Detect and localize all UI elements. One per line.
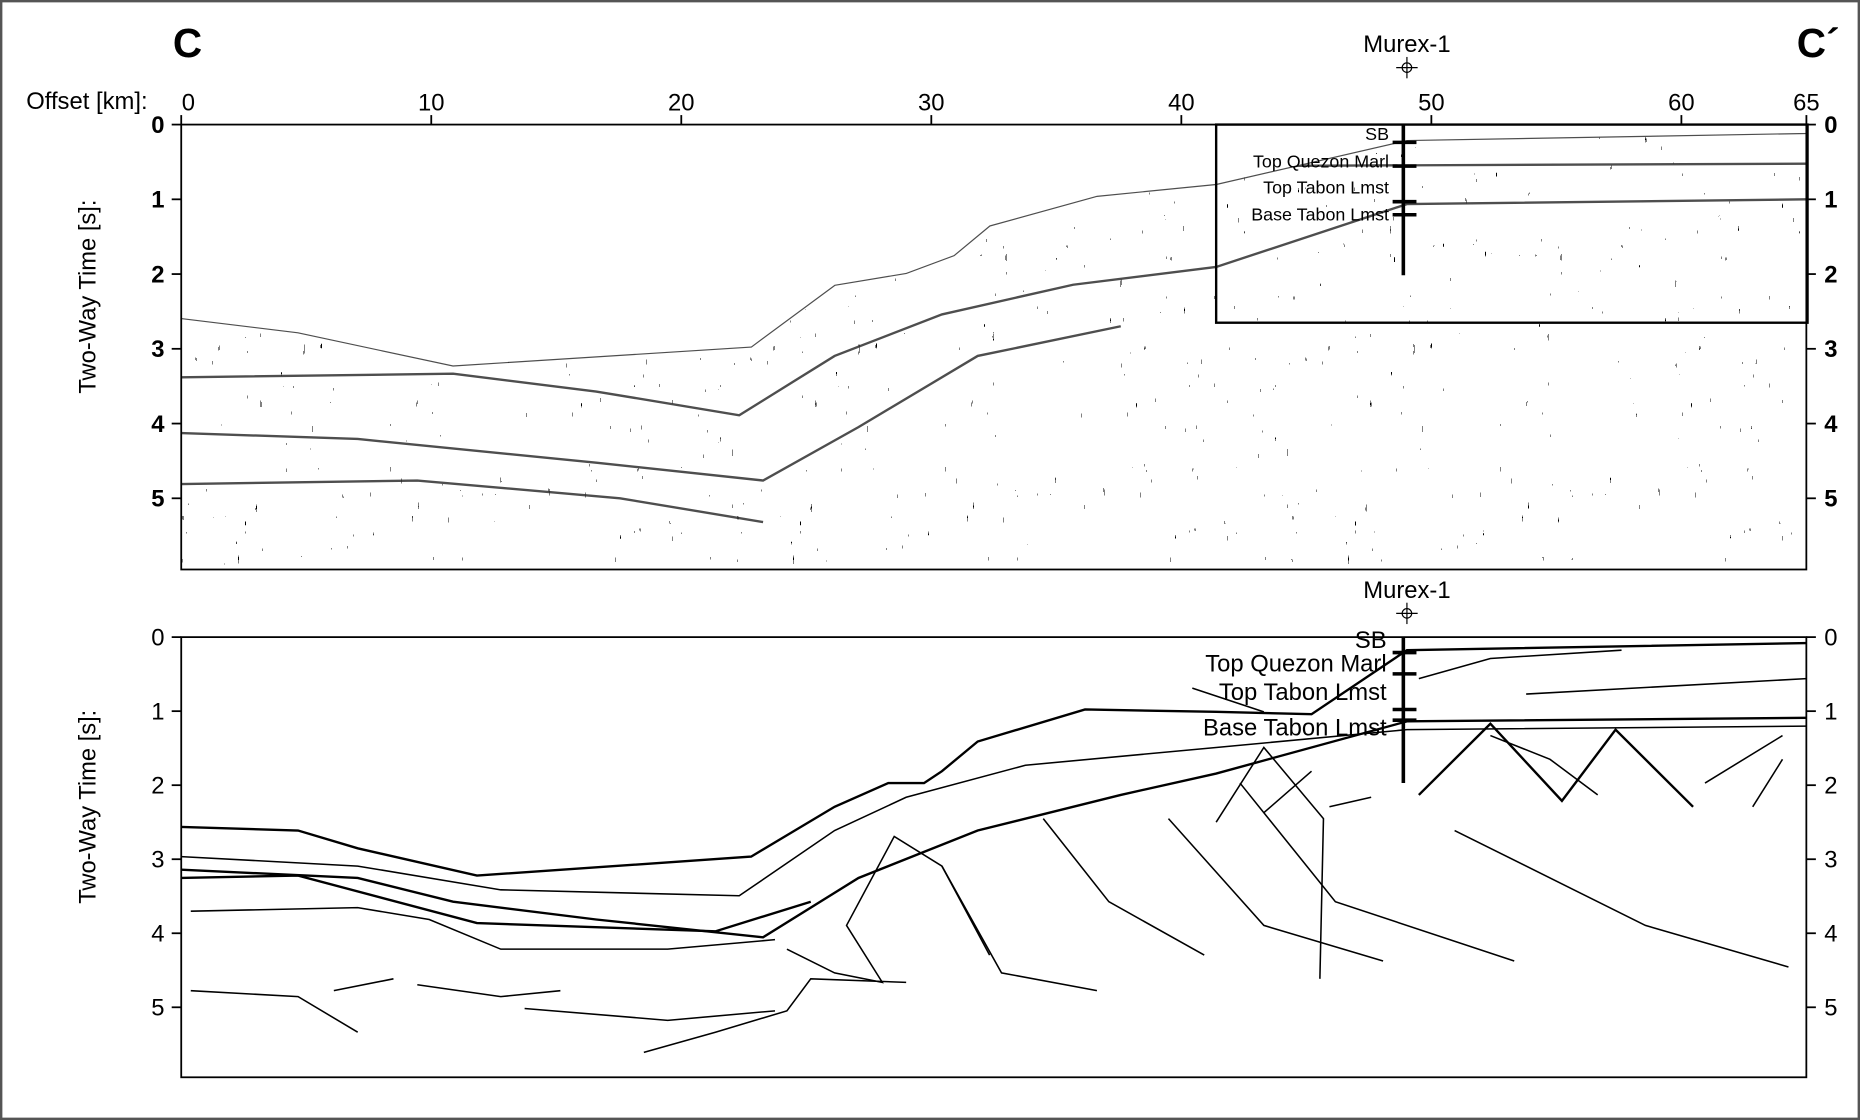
y-tick-label: 5 [1824, 486, 1837, 513]
y-tick-label: 3 [1824, 847, 1837, 874]
y-axis-label: Two-Way Time [s]: [74, 710, 101, 904]
y-tick-label: 2 [1824, 773, 1837, 800]
x-tick-label: 65 [1793, 89, 1820, 116]
y-tick-label: 5 [151, 486, 164, 513]
y-axis-label: Two-Way Time [s]: [74, 200, 101, 394]
y-tick-label: 1 [1824, 699, 1837, 726]
y-tick-label: 4 [1824, 411, 1838, 438]
x-tick-label: 30 [918, 89, 945, 116]
x-tick-label: 60 [1668, 89, 1695, 116]
horizon-label: Top Quezon Marl [1253, 151, 1389, 171]
y-tick-label: 0 [1824, 624, 1837, 651]
horizon-label: Top Quezon Marl [1205, 651, 1386, 678]
y-tick-label: 0 [151, 624, 164, 651]
y-tick-label: 2 [151, 261, 164, 288]
section-label: C [173, 20, 202, 66]
well-label: Murex-1 [1363, 31, 1450, 58]
y-tick-label: 3 [151, 847, 164, 874]
horizon-label: Top Tabon Lmst [1219, 679, 1387, 706]
section-label: C´ [1797, 20, 1840, 66]
y-tick-label: 3 [151, 336, 164, 363]
x-tick-label: 40 [1168, 89, 1195, 116]
horizon-label: Base Tabon Lmst [1251, 205, 1389, 225]
y-tick-label: 1 [1824, 187, 1837, 214]
x-tick-label: 0 [182, 89, 195, 116]
y-tick-label: 1 [151, 187, 164, 214]
y-tick-label: 4 [151, 921, 164, 948]
y-tick-label: 5 [151, 995, 164, 1022]
x-tick-label: 10 [418, 89, 445, 116]
y-tick-label: 4 [1824, 921, 1837, 948]
y-tick-label: 0 [151, 112, 164, 139]
y-tick-label: 1 [151, 699, 164, 726]
offset-axis-label: Offset [km]: [26, 88, 147, 115]
y-tick-label: 5 [1824, 995, 1837, 1022]
horizon-label: SB [1365, 124, 1389, 144]
y-tick-label: 4 [151, 411, 165, 438]
horizon-label: Base Tabon Lmst [1203, 715, 1387, 742]
y-tick-label: 2 [1824, 261, 1837, 288]
y-tick-label: 3 [1824, 336, 1837, 363]
x-tick-label: 20 [668, 89, 695, 116]
y-tick-label: 0 [1824, 112, 1837, 139]
y-tick-label: 2 [151, 773, 164, 800]
horizon-label: Top Tabon Lmst [1263, 177, 1389, 197]
well-label: Murex-1 [1363, 577, 1450, 604]
x-tick-label: 50 [1418, 89, 1445, 116]
figure: C C´ Murex-1 Murex-1 Offset [km]: [0, 0, 1860, 1120]
